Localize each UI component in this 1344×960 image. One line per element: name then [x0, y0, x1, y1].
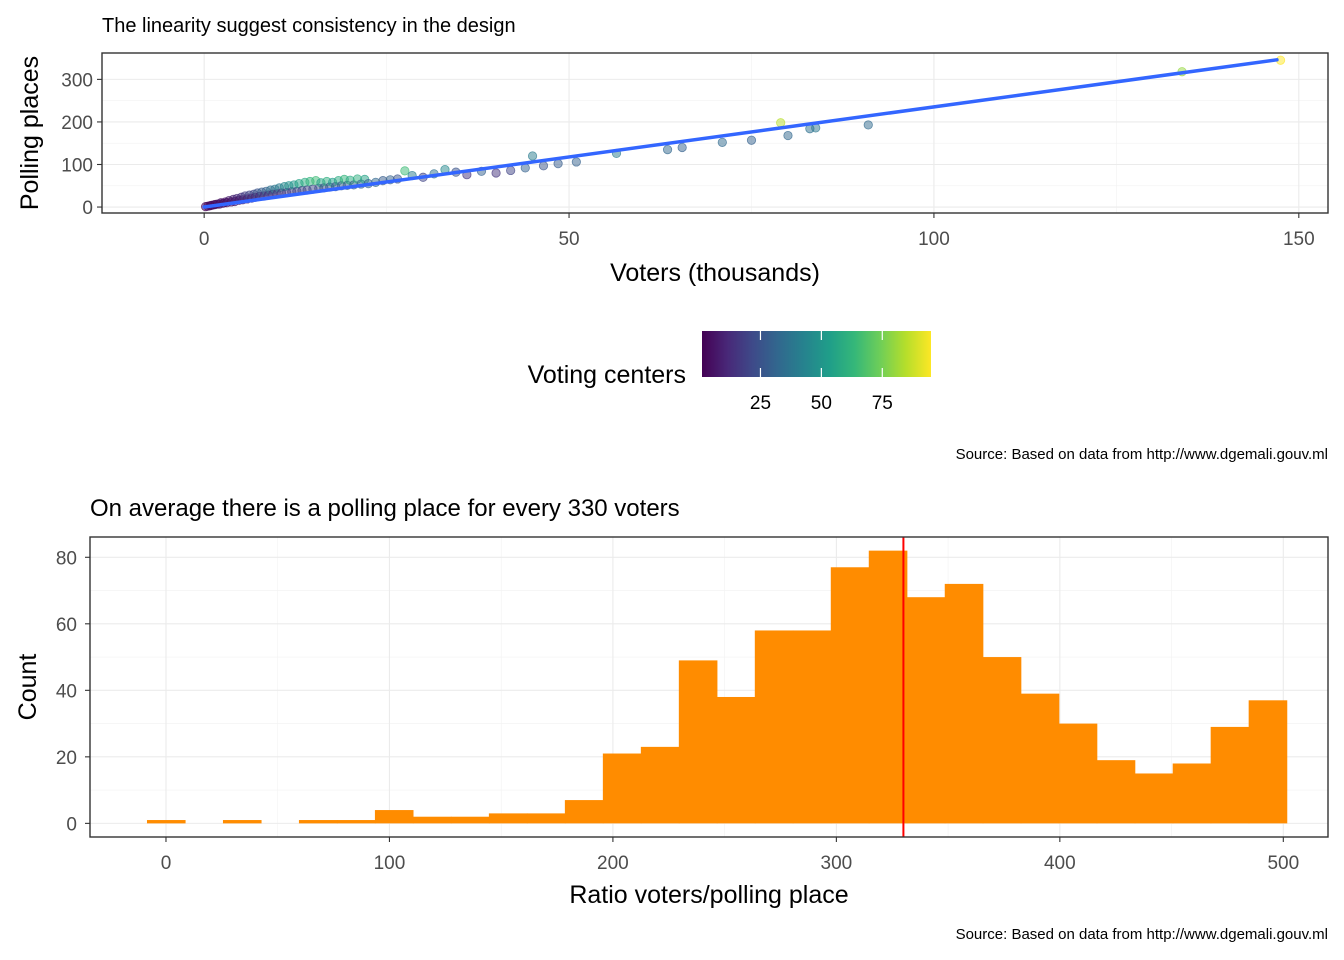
scatter-point — [783, 130, 793, 141]
histogram-x-tick-label: 500 — [1267, 853, 1299, 874]
histogram-bar — [754, 630, 794, 824]
histogram-bar — [488, 813, 528, 824]
legend-title: Voting centers — [528, 361, 686, 389]
top-caption: Source: Based on data from http://www.dg… — [956, 446, 1328, 463]
histogram-bar — [336, 820, 376, 824]
histogram-bar — [982, 657, 1022, 824]
histogram-bar — [1020, 693, 1060, 824]
scatter-ticks: 0 50 100 150 0 100 200 300 — [61, 70, 1314, 250]
histogram-x-tick-label: 100 — [374, 853, 406, 874]
scatter-point — [662, 144, 673, 155]
scatter-y-tick-label: 200 — [61, 113, 93, 134]
histogram-bar — [792, 630, 832, 824]
scatter-x-axis-title: Voters (thousands) — [610, 259, 820, 287]
scatter-point — [746, 135, 757, 145]
scatter-panel-border — [101, 52, 1329, 214]
fit-line — [202, 58, 1279, 209]
scatter-chart: The linearity suggest consistency in the… — [16, 15, 1329, 287]
histogram-y-tick-label: 80 — [56, 548, 77, 569]
histogram-bars — [146, 550, 1288, 824]
scatter-points — [201, 55, 1286, 212]
histogram-x-tick-label: 400 — [1044, 853, 1076, 874]
scatter-title: The linearity suggest consistency in the… — [102, 15, 516, 37]
histogram-chart: On average there is a polling place for … — [14, 495, 1329, 909]
legend-tick-label: 50 — [811, 393, 832, 414]
scatter-point — [491, 168, 501, 178]
histogram-bar — [602, 753, 642, 824]
histogram-x-tick-label: 300 — [821, 853, 853, 874]
scatter-x-tick-label: 0 — [199, 229, 210, 250]
scatter-point — [571, 157, 581, 167]
histogram-bar — [450, 816, 490, 824]
scatter-point — [677, 142, 687, 153]
scatter-point — [717, 137, 727, 147]
histogram-x-axis-title: Ratio voters/polling place — [569, 881, 848, 909]
scatter-point — [400, 166, 410, 176]
histogram-bar — [298, 820, 338, 824]
legend-tick-label: 25 — [750, 393, 771, 414]
scatter-point — [538, 161, 549, 171]
scatter-point — [553, 159, 563, 169]
histogram-bar — [412, 816, 452, 824]
bottom-caption: Source: Based on data from http://www.dg… — [956, 926, 1328, 943]
scatter-point — [776, 118, 786, 128]
histogram-bar — [374, 810, 414, 824]
histogram-bar — [564, 800, 604, 824]
histogram-bar — [906, 597, 946, 824]
color-legend: Voting centers 25 50 75 — [528, 331, 931, 414]
scatter-x-tick-label: 100 — [918, 229, 950, 250]
histogram-x-tick-label: 200 — [597, 853, 629, 874]
scatter-y-tick-label: 0 — [82, 198, 93, 219]
histogram-ticks: 0 100 200 300 400 500 0 20 40 60 80 — [56, 548, 1299, 874]
histogram-bar — [944, 583, 984, 824]
histogram-bar — [868, 550, 908, 824]
histogram-bar — [146, 820, 186, 824]
histogram-bar — [1172, 763, 1212, 824]
histogram-bar — [640, 746, 680, 824]
scatter-point — [527, 151, 538, 161]
scatter-point — [863, 120, 873, 130]
histogram-bar — [1134, 773, 1174, 824]
histogram-bar — [222, 820, 262, 824]
histogram-y-tick-label: 0 — [66, 814, 77, 835]
histogram-y-tick-label: 20 — [56, 748, 77, 769]
histogram-y-axis-title: Count — [14, 654, 42, 721]
histogram-x-tick-label: 0 — [161, 853, 172, 874]
histogram-bar — [1248, 700, 1288, 824]
scatter-y-axis-title: Polling places — [16, 56, 44, 210]
scatter-x-tick-label: 50 — [558, 229, 579, 250]
histogram-bar — [1096, 760, 1136, 824]
scatter-y-tick-label: 300 — [61, 70, 93, 91]
histogram-y-tick-label: 40 — [56, 681, 77, 702]
histogram-title: On average there is a polling place for … — [90, 495, 680, 522]
scatter-fit-line — [202, 58, 1279, 209]
histogram-bar — [830, 567, 870, 824]
legend-tick-label: 75 — [872, 393, 893, 414]
histogram-bar — [1058, 723, 1098, 824]
histogram-y-tick-label: 60 — [56, 615, 77, 636]
histogram-panel-border — [89, 536, 1329, 838]
histogram-bar — [716, 696, 756, 824]
scatter-y-tick-label: 100 — [61, 155, 93, 176]
legend-colorbar — [702, 331, 931, 377]
legend-ticks: 25 50 75 — [750, 331, 893, 414]
histogram-bar — [1210, 726, 1250, 824]
histogram-bar — [678, 660, 718, 824]
histogram-bar — [526, 813, 566, 824]
scatter-point — [506, 165, 516, 176]
scatter-x-tick-label: 150 — [1283, 229, 1315, 250]
